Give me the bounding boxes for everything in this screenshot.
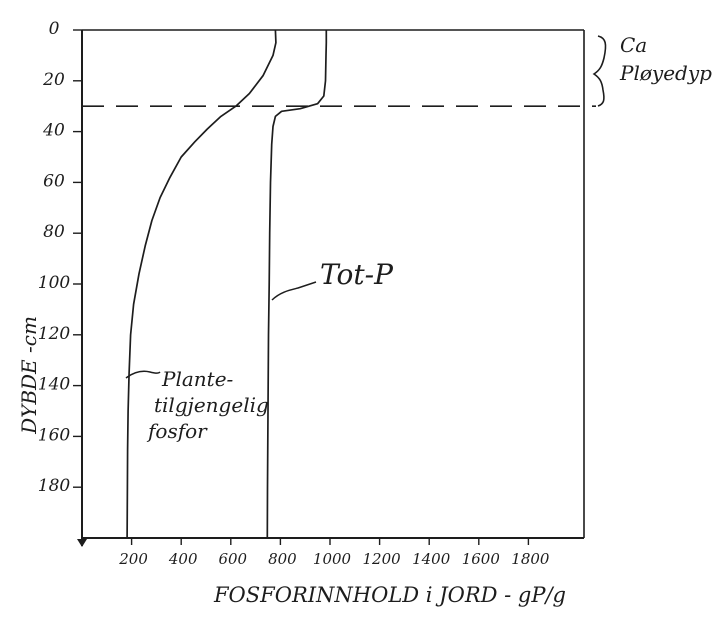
x-tick-label: 1000 (313, 550, 352, 568)
y-axis-arrow (77, 539, 87, 547)
x-tick-label: 200 (118, 550, 148, 568)
x-tick-label: 1200 (363, 550, 402, 568)
x-tick-label: 1800 (511, 550, 550, 568)
y-tick-label: 40 (42, 121, 65, 141)
annotation-plant-2: tilgjengelig (154, 393, 269, 417)
x-tick-label: 400 (168, 550, 198, 568)
x-tick-label: 1600 (462, 550, 501, 568)
total-p-line (266, 30, 328, 539)
series-lines (125, 29, 328, 539)
tot-p-leader (271, 281, 317, 301)
y-tick-label: 0 (49, 19, 60, 39)
y-tick-label: 60 (43, 171, 65, 191)
y-tick-label: 20 (42, 70, 65, 90)
y-tick-labels: 0 20 40 60 80 100 120 140 160 180 (38, 19, 82, 496)
plant-available-p-line (126, 29, 277, 539)
annotations: Ca Pløyedyp Tot-P Plante- tilgjengelig f… (146, 33, 712, 443)
annotation-plant-1: Plante- (161, 367, 234, 391)
y-tick-label: 120 (38, 324, 71, 344)
annotation-plant-3: fosfor (146, 419, 208, 443)
x-tick-label: 600 (218, 550, 247, 568)
y-tick-label: 80 (43, 222, 65, 242)
y-tick-label: 160 (38, 425, 71, 445)
x-tick-labels: 200 400 600 800 1000 1200 1400 1600 1800 (118, 538, 550, 568)
y-tick-label: 180 (38, 476, 71, 496)
x-tick-label: 1400 (412, 550, 451, 568)
x-axis-label: FOSFORINNHOLD i JORD - gP/g (213, 583, 566, 607)
axes (77, 29, 607, 547)
plant-p-leader (125, 370, 161, 379)
x-tick-label: 800 (268, 550, 297, 568)
y-tick-label: 100 (38, 273, 71, 293)
plow-depth-brace (592, 35, 607, 107)
annotation-tot-p: Tot-P (320, 258, 394, 291)
y-axis-label: DYBDE -cm (17, 316, 41, 435)
y-tick-label: 140 (38, 375, 71, 395)
annotation-plow-ca: Ca (620, 33, 647, 57)
annotation-plow-depth: Pløyedyp (619, 61, 712, 85)
